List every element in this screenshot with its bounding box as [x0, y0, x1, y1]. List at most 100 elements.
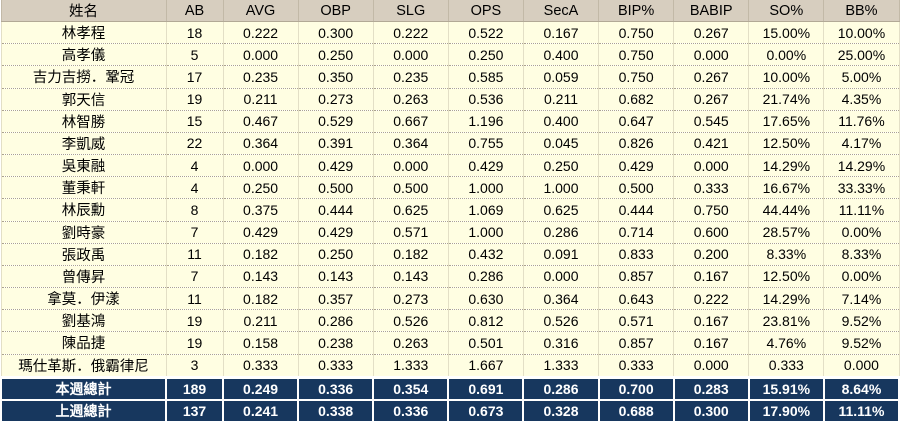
stat-cell: 0.00% — [823, 264, 900, 288]
stat-cell: 0.364 — [522, 287, 600, 310]
stat-cell: 15 — [165, 109, 224, 133]
column-header: 姓名 — [0, 0, 167, 22]
stat-cell: 0.250 — [522, 154, 600, 177]
stat-cell: 11.76% — [823, 109, 900, 133]
stat-cell: 0.300 — [297, 20, 374, 44]
table-row: 劉時豪 7 0.429 0.429 0.571 1.000 0.286 0.714 0.600 2… — [0, 220, 900, 244]
stat-cell: 0.333 — [673, 176, 750, 199]
stat-cell: 1.333 — [522, 353, 600, 378]
stat-cell: 0.429 — [222, 220, 299, 244]
stat-cell: 0.400 — [522, 43, 600, 66]
stat-cell: 7.14% — [823, 287, 900, 310]
player-name-cell: 張政禹 — [0, 242, 167, 266]
player-name-cell: 林智勝 — [0, 109, 167, 133]
stat-cell: 0.501 — [447, 331, 524, 355]
stat-cell: 0.267 — [673, 65, 750, 89]
stat-cell: 1.000 — [447, 176, 524, 199]
table-row: 郭天信 19 0.211 0.273 0.263 0.536 0.211 0.682 0.267… — [0, 87, 900, 111]
stat-cell: 0.826 — [598, 131, 675, 155]
column-header: SecA — [522, 0, 600, 22]
stat-cell: 0.000 — [673, 43, 750, 66]
stat-cell: 0.222 — [372, 20, 449, 44]
stat-cell: 0.143 — [372, 264, 449, 288]
stat-cell: 0.333 — [748, 353, 825, 378]
stat-cell: 0.364 — [372, 131, 449, 155]
stat-cell: 1.667 — [447, 353, 524, 378]
player-name-cell: 曾傳昇 — [0, 264, 167, 288]
stat-cell: 17.65% — [748, 109, 825, 133]
stat-cell: 21.74% — [748, 87, 825, 111]
stat-cell: 0.167 — [673, 309, 750, 332]
stat-cell: 18 — [165, 20, 224, 44]
player-name-cell: 董秉軒 — [0, 176, 167, 199]
total-row: 本週總計 189 0.249 0.336 0.354 0.691 0.286 0.700 0.2… — [0, 376, 900, 401]
stat-cell: 3 — [165, 353, 224, 378]
table-row: 劉基鴻 19 0.211 0.286 0.526 0.812 0.526 0.571 0.167… — [0, 309, 900, 332]
stat-cell: 0.333 — [297, 353, 374, 378]
table-row: 曾傳昇 7 0.143 0.143 0.143 0.286 0.000 0.857 0.167 1… — [0, 264, 900, 288]
stat-cell: 9.52% — [823, 309, 900, 332]
stat-cell: 8 — [165, 198, 224, 222]
table-row: 林辰勳 8 0.375 0.444 0.625 1.069 0.625 0.444 0.750 4… — [0, 198, 900, 222]
stat-cell: 0.182 — [222, 242, 299, 266]
stat-cell: 11.11% — [823, 198, 900, 222]
stat-cell: 0.267 — [673, 20, 750, 44]
stat-cell: 0.158 — [222, 331, 299, 355]
table-row: 瑪仕革斯．俄霸律尼 3 0.333 0.333 1.333 1.667 1.333 0.333… — [0, 353, 900, 378]
stat-cell: 0.536 — [447, 87, 524, 111]
column-header: SO% — [748, 0, 825, 22]
stat-cell: 0.647 — [598, 109, 675, 133]
table-row: 李凱威 22 0.364 0.391 0.364 0.755 0.045 0.826 0.421… — [0, 131, 900, 155]
total-row: 上週總計 137 0.241 0.338 0.336 0.673 0.328 0.688 0.3… — [0, 399, 900, 423]
stat-cell: 0.000 — [522, 264, 600, 288]
stat-cell: 0.714 — [598, 220, 675, 244]
stat-cell: 5.00% — [823, 65, 900, 89]
stat-cell: 5 — [165, 43, 224, 66]
stat-cell: 28.57% — [748, 220, 825, 244]
table-row: 陳品捷 19 0.158 0.238 0.263 0.501 0.316 0.857 0.167… — [0, 331, 900, 355]
stat-cell: 17 — [165, 65, 224, 89]
total-stat-cell: 0.338 — [297, 399, 375, 423]
stat-cell: 0.00% — [823, 220, 900, 244]
stat-cell: 14.29% — [823, 154, 900, 177]
stat-cell: 4 — [165, 154, 224, 177]
stat-cell: 0.444 — [297, 198, 374, 222]
stat-cell: 0.267 — [673, 87, 750, 111]
stat-cell: 0.091 — [522, 242, 600, 266]
stat-cell: 0.263 — [372, 331, 449, 355]
stat-cell: 0.273 — [372, 287, 449, 310]
stat-cell: 0.444 — [598, 198, 675, 222]
stat-cell: 1.333 — [372, 353, 449, 378]
stat-cell: 0.545 — [673, 109, 750, 133]
stat-cell: 0.429 — [598, 154, 675, 177]
stat-cell: 0.316 — [522, 331, 600, 355]
stat-cell: 10.00% — [823, 20, 900, 44]
stat-cell: 0.250 — [297, 242, 374, 266]
stat-cell: 0.585 — [447, 65, 524, 89]
stat-cell: 0.630 — [447, 287, 524, 310]
stat-cell: 0.364 — [222, 131, 299, 155]
stat-cell: 0.432 — [447, 242, 524, 266]
stat-cell: 4 — [165, 176, 224, 199]
column-header: AB — [165, 0, 224, 22]
player-name-cell: 瑪仕革斯．俄霸律尼 — [0, 353, 167, 378]
total-stat-cell: 11.11% — [822, 399, 900, 423]
stat-cell: 1.000 — [447, 220, 524, 244]
total-stat-cell: 0.283 — [672, 376, 750, 401]
player-name-cell: 吉力吉撈．鞏冠 — [0, 65, 167, 89]
player-name-cell: 李凱威 — [0, 131, 167, 155]
table-body: 林孝程 18 0.222 0.300 0.222 0.522 0.167 0.750 0.267… — [0, 20, 900, 378]
stat-cell: 19 — [165, 331, 224, 355]
player-name-cell: 吳東融 — [0, 154, 167, 177]
stat-cell: 12.50% — [748, 264, 825, 288]
total-stat-cell: 0.691 — [447, 376, 525, 401]
stat-cell: 4.17% — [823, 131, 900, 155]
stat-cell: 8.33% — [748, 242, 825, 266]
total-stat-cell: 0.700 — [597, 376, 675, 401]
stat-cell: 0.522 — [447, 20, 524, 44]
total-stat-cell: 8.64% — [822, 376, 900, 401]
player-name-cell: 劉時豪 — [0, 220, 167, 244]
stat-cell: 23.81% — [748, 309, 825, 332]
stat-cell: 0.000 — [372, 154, 449, 177]
stat-cell: 0.833 — [598, 242, 675, 266]
